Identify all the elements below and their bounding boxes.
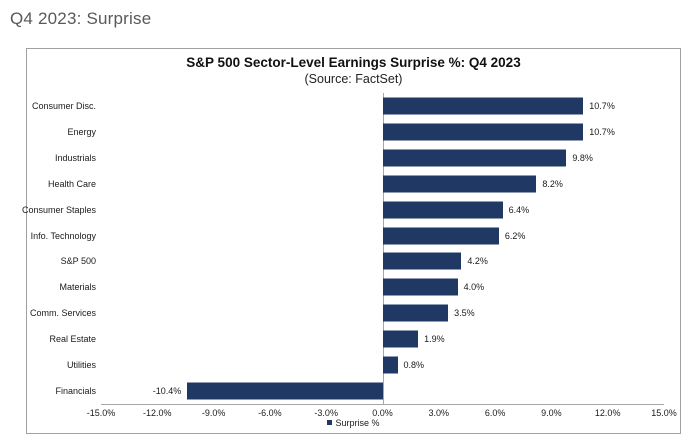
x-axis-tick-label: -9.0% [201,408,226,418]
x-axis-line [101,404,664,405]
bar-row: Consumer Staples 6.4% [22,197,664,223]
category-label: Energy [67,126,96,137]
value-label: 3.5% [454,308,475,319]
value-label: 10.7% [589,126,615,137]
category-label: S&P 500 [60,256,96,267]
x-axis-tick-label: -15.0% [86,408,116,418]
bar [382,227,499,245]
bar-row: S&P 500 4.2% [61,249,664,275]
value-label: 6.4% [508,204,530,215]
category-label: Real Estate [49,334,96,345]
zero-axis-line [382,93,384,404]
value-label: 6.2% [504,230,526,241]
category-label: Industrials [54,152,96,163]
legend-label: Surprise % [335,418,380,428]
x-axis-tick-label: 6.0% [484,408,506,418]
category-label: Utilities [66,360,96,371]
value-label: 10.7% [589,100,615,111]
category-label: Materials [59,282,96,293]
bar-row: Info. Technology 6.2% [31,223,664,249]
x-axis-ticks: -15.0% -12.0% -9.0% -6.0% -3.0% 0.0% 3.0% 6.0% 9… [87,404,677,418]
bar [382,149,567,167]
category-label: Comm. Services [29,308,96,319]
bar [382,304,449,322]
bar [382,123,584,141]
value-label: -10.4% [152,386,182,397]
chart-container: S&P 500 Sector-Level Earnings Surprise %… [22,48,681,434]
x-axis-tick-label: 0.0% [372,408,393,418]
bar [382,356,398,374]
bar-row: Comm. Services 3.5% [30,300,664,326]
value-label: 0.8% [403,360,425,371]
category-label: Info. Technology [30,230,96,241]
value-label: 8.2% [542,178,563,189]
chart-title: S&P 500 Sector-Level Earnings Surprise %… [186,55,521,70]
value-label: 9.8% [572,152,593,163]
bar [382,278,458,296]
x-axis-tick-label: -6.0% [258,408,282,418]
x-axis-tick-label: 12.0% [594,408,621,418]
x-axis-tick-label: 9.0% [541,408,562,418]
bar [382,201,503,219]
bar-row: Consumer Disc. 10.7% [32,93,664,119]
value-label: 4.0% [463,282,485,293]
legend-swatch-icon [327,420,333,425]
category-label: Consumer Staples [21,204,96,215]
bar-row: Materials 4.0% [59,274,664,300]
bar-row: Health Care 8.2% [48,171,664,197]
value-label: 1.9% [424,334,445,345]
x-axis-tick-label: -3.0% [314,408,338,418]
bar [382,97,584,115]
bar-rows: Consumer Disc. 10.7% Energy 10.7% Industrial… [22,93,664,404]
plot-area: Consumer Disc. 10.7% Energy 10.7% Industrial… [22,93,677,418]
value-label: 4.2% [467,256,488,267]
bar-row: Real Estate 1.9% [49,326,664,352]
bar [382,175,537,193]
x-axis-tick-label: 3.0% [428,408,450,418]
chart-subtitle: (Source: FactSet) [304,72,403,86]
bar [187,382,383,400]
page-title: Q4 2023: Surprise [10,9,152,28]
category-label: Financials [55,386,96,397]
bar-row: Industrials 9.8% [55,145,664,171]
bar-row: Utilities 0.8% [67,352,664,378]
bar [382,252,462,270]
bar-row: Financials -10.4% [55,378,664,404]
category-label: Consumer Disc. [31,100,96,111]
legend: Surprise % [27,418,680,428]
bar [382,330,419,348]
category-label: Health Care [47,178,96,189]
bar-row: Energy 10.7% [67,119,664,145]
x-axis-tick-label: 15.0% [651,408,677,418]
x-axis-tick-label: -12.0% [143,408,172,418]
